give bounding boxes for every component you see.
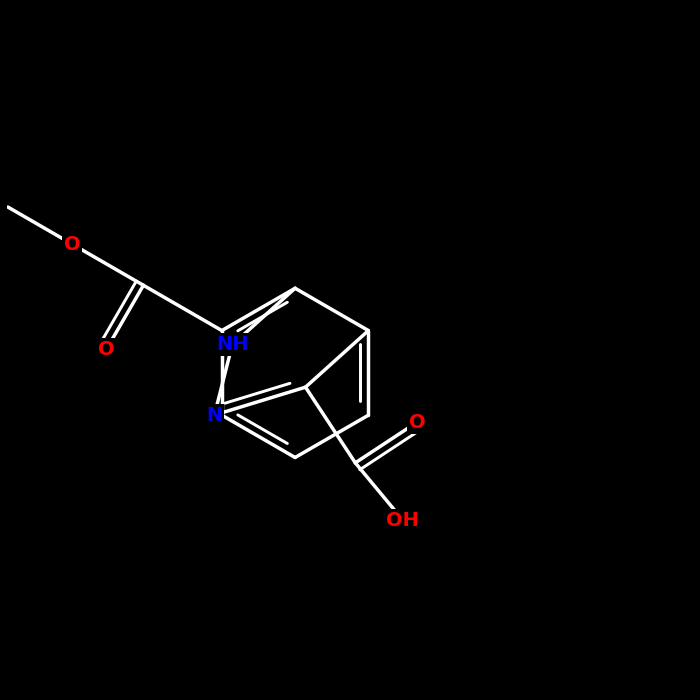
Text: O: O [409, 412, 426, 432]
Text: OH: OH [386, 511, 419, 530]
Text: NH: NH [216, 335, 248, 354]
Text: O: O [64, 234, 80, 253]
Text: N: N [206, 405, 223, 425]
Text: O: O [98, 340, 115, 359]
